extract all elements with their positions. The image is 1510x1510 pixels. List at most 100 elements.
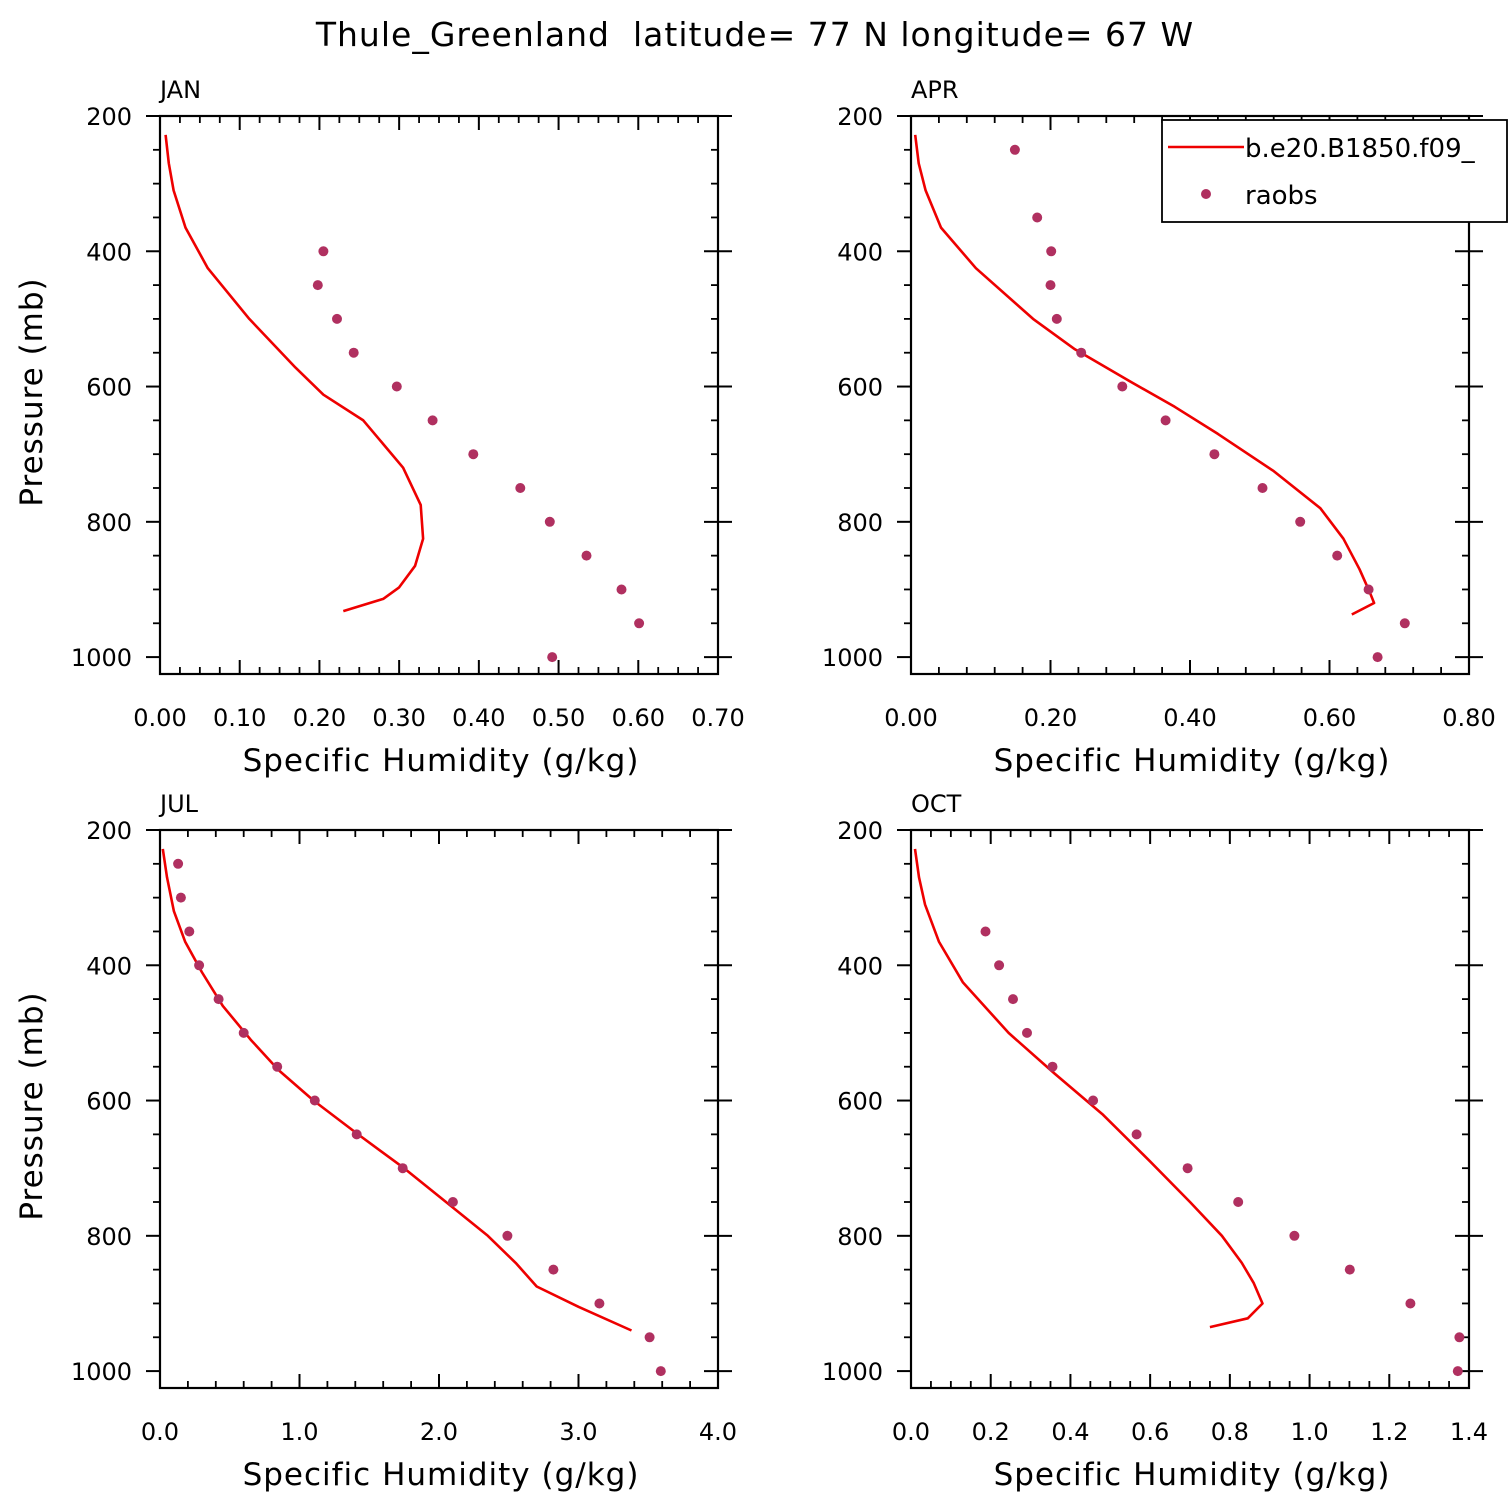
x-tick-label: 0.60: [1303, 704, 1356, 732]
raobs-point: [581, 550, 592, 561]
raobs-point: [544, 516, 555, 527]
raobs-point: [1182, 1163, 1193, 1174]
y-tick-label: 800: [837, 509, 883, 537]
x-tick-label: 0.40: [452, 704, 505, 732]
raobs-point: [468, 449, 479, 460]
x-tick-label: 1.0: [280, 1418, 318, 1446]
raobs-point: [1399, 618, 1410, 629]
x-tick-label: 0.80: [1442, 704, 1495, 732]
raobs-point: [1372, 652, 1383, 663]
x-tick-label: 0.00: [884, 704, 937, 732]
panel-apr: APR 0.00 0.20 0.40 0.60 0.80 200 400 600 800 1000 S…: [822, 76, 1508, 779]
raobs-point: [175, 892, 186, 903]
figure-title: Thule_Greenland latitude= 77 N longitude…: [315, 15, 1194, 54]
raobs-point: [1117, 381, 1128, 392]
raobs-point: [502, 1230, 513, 1241]
x-axis-label: Specific Humidity (g/kg): [994, 743, 1391, 779]
x-tick-label: 0.0: [141, 1418, 179, 1446]
plot-frame: [909, 828, 1471, 1390]
y-tick-label: 800: [837, 1223, 883, 1251]
y-tick-label: 800: [86, 1223, 132, 1251]
x-axis-label: Specific Humidity (g/kg): [994, 1457, 1391, 1493]
y-tick-label: 400: [837, 952, 883, 980]
raobs-point: [1257, 483, 1268, 493]
raobs-point: [1032, 212, 1043, 223]
legend: b.e20.B1850.f09_raobs: [1161, 119, 1508, 223]
raobs-point: [655, 1366, 666, 1377]
x-tick-label: 0.10: [213, 704, 266, 732]
y-tick-label: 1000: [71, 644, 132, 672]
y-axis-label: Pressure (mb): [14, 991, 50, 1220]
y-tick-label: 600: [86, 1088, 132, 1116]
y-tick-label: 200: [837, 103, 883, 131]
panel-oct: OCT 0.0 0.2 0.4 0.6 0.8 1.0 1.2 1.4 200 400 600 800 1…: [822, 790, 1488, 1493]
x-tick-label: 0.40: [1163, 704, 1216, 732]
x-tick-label: 0.30: [372, 704, 425, 732]
model-profile-line: [913, 134, 1376, 616]
x-tick-label: 0.50: [532, 704, 585, 732]
raobs-point: [427, 415, 438, 426]
raobs-point: [548, 1264, 559, 1275]
x-tick-label: 0.20: [293, 704, 346, 732]
y-tick-label: 800: [86, 509, 132, 537]
y-tick-label: 600: [837, 374, 883, 402]
raobs-point: [318, 246, 329, 257]
legend-box: [1161, 119, 1508, 223]
raobs-point: [1045, 280, 1056, 291]
raobs-point: [213, 994, 224, 1005]
raobs-point: [634, 618, 645, 629]
x-tick-label: 1.0: [1290, 1418, 1328, 1446]
raobs-point: [238, 1027, 249, 1038]
raobs-point: [980, 926, 991, 937]
panels: JAN 0.00 0.10 0.20 0.30 0.40 0.50 0.60 0.70 200 40…: [14, 76, 1508, 1493]
x-tick-label: 0.00: [133, 704, 186, 732]
panel-jan: JAN 0.00 0.10 0.20 0.30 0.40 0.50 0.60 0.70 200 40…: [14, 76, 745, 779]
y-tick-label: 1000: [71, 1358, 132, 1386]
legend-point-swatch: [1201, 189, 1211, 199]
y-axis-label: Pressure (mb): [14, 277, 50, 506]
raobs-point: [332, 313, 342, 324]
raobs-point: [272, 1061, 283, 1072]
legend-label-obs: raobs: [1245, 181, 1318, 211]
raobs-point: [515, 483, 526, 493]
x-tick-label: 4.0: [699, 1418, 737, 1446]
raobs-point: [1076, 347, 1087, 358]
raobs-point: [312, 280, 323, 291]
panel-title: JUL: [158, 790, 199, 818]
raobs-point: [1046, 246, 1057, 257]
x-tick-label: 0.20: [1024, 704, 1077, 732]
legend-label-model: b.e20.B1850.f09_: [1245, 134, 1476, 164]
y-tick-label: 600: [86, 374, 132, 402]
raobs-point: [173, 858, 184, 869]
x-tick-label: 0.0: [892, 1418, 930, 1446]
raobs-point: [616, 584, 627, 595]
raobs-point: [1008, 994, 1018, 1005]
raobs-point: [547, 652, 558, 663]
raobs-point: [351, 1129, 362, 1140]
raobs-point: [1344, 1264, 1355, 1275]
y-tick-label: 200: [86, 103, 132, 131]
x-tick-label: 0.60: [612, 704, 665, 732]
x-tick-label: 1.2: [1370, 1418, 1408, 1446]
raobs-point: [348, 347, 359, 358]
raobs-point: [1047, 1061, 1058, 1072]
x-tick-label: 1.4: [1450, 1418, 1488, 1446]
model-profile-line: [164, 134, 425, 613]
x-axis-label: Specific Humidity (g/kg): [243, 1457, 640, 1493]
raobs-point: [1009, 144, 1020, 155]
raobs-point: [194, 960, 205, 971]
x-tick-label: 0.8: [1211, 1418, 1249, 1446]
plot-frame: [158, 828, 720, 1390]
x-tick-label: 2.0: [420, 1418, 458, 1446]
raobs-point: [1332, 550, 1343, 561]
panel-title: JAN: [158, 76, 201, 104]
raobs-point: [1160, 415, 1171, 426]
raobs-point: [397, 1163, 408, 1174]
raobs-point: [391, 381, 402, 392]
raobs-point: [1088, 1095, 1099, 1106]
raobs-point: [994, 960, 1005, 971]
raobs-point: [1233, 1197, 1244, 1207]
raobs-point: [1051, 313, 1062, 324]
raobs-point: [1209, 449, 1220, 460]
